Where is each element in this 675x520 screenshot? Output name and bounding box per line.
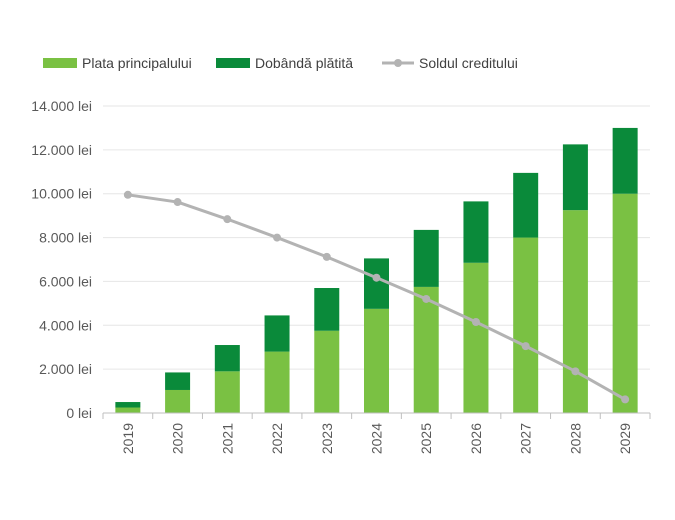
x-tick-label: 2027 — [518, 423, 534, 454]
balance-point-2027 — [521, 342, 530, 351]
x-tick-label: 2024 — [369, 423, 385, 454]
balance-point-2024 — [372, 273, 381, 282]
x-tick-label: 2028 — [567, 423, 583, 454]
y-tick-label: 6.000 lei — [39, 273, 92, 289]
balance-point-2026 — [471, 317, 480, 326]
bar-principal-2020 — [165, 389, 191, 413]
balance-point-2023 — [322, 252, 331, 261]
bar-interest-2028 — [562, 144, 588, 211]
balance-point-2019 — [123, 190, 132, 199]
legend-label-balance: Soldul creditului — [419, 55, 518, 71]
legend-label-interest: Dobândă plătită — [255, 55, 353, 71]
legend-swatch-interest — [216, 58, 250, 68]
y-tick-label: 0 lei — [66, 405, 92, 421]
balance-point-2021 — [223, 215, 232, 224]
y-axis-ticks: 0 lei 2.000 lei 4.000 lei 6.000 lei 8.000 le… — [31, 98, 92, 421]
bar-interest-2023 — [314, 288, 340, 331]
x-tick-label: 2021 — [219, 423, 235, 454]
bar-principal-2022 — [264, 351, 290, 413]
bar-interest-2025 — [413, 229, 439, 287]
x-tick-label: 2019 — [120, 423, 136, 454]
bar-principal-2028 — [562, 210, 588, 413]
y-tick-label: 12.000 lei — [31, 142, 92, 158]
bar-principal-2026 — [463, 262, 489, 413]
balance-point-2025 — [422, 294, 431, 303]
bar-principal-2021 — [214, 371, 240, 413]
balance-point-2029 — [621, 395, 630, 404]
bar-interest-2026 — [463, 201, 489, 263]
bar-principal-2024 — [364, 308, 389, 413]
x-tick-label: 2022 — [269, 423, 285, 454]
x-tick-label: 2029 — [617, 423, 633, 454]
y-tick-label: 14.000 lei — [31, 98, 92, 114]
y-tick-label: 8.000 lei — [39, 230, 92, 246]
balance-line — [123, 190, 630, 404]
bars — [115, 127, 638, 413]
x-tick-label: 2020 — [170, 423, 186, 454]
x-tick-label: 2023 — [319, 423, 335, 454]
bar-interest-2024 — [364, 258, 389, 309]
balance-point-2022 — [273, 233, 282, 242]
y-tick-label: 4.000 lei — [39, 317, 92, 333]
x-tick-label: 2025 — [418, 423, 434, 454]
bar-interest-2029 — [612, 127, 638, 194]
bar-principal-2023 — [314, 330, 340, 413]
balance-point-2028 — [571, 367, 580, 376]
bar-interest-2019 — [115, 402, 141, 408]
bar-principal-2027 — [513, 237, 539, 413]
bar-interest-2027 — [513, 172, 539, 238]
bar-interest-2020 — [165, 372, 191, 390]
y-tick-label: 2.000 lei — [39, 361, 92, 377]
bar-principal-2025 — [413, 286, 439, 413]
bar-interest-2021 — [214, 345, 240, 372]
bar-interest-2022 — [264, 315, 290, 352]
legend-marker-balance — [394, 59, 402, 67]
legend-swatch-principal — [43, 58, 77, 68]
x-axis-ticks: 2019 2020 2021 2022 2023 2024 2025 2026 2027 2028… — [120, 423, 633, 454]
balance-point-2020 — [173, 198, 182, 207]
bar-principal-2019 — [115, 407, 141, 413]
bar-principal-2029 — [612, 193, 638, 413]
y-tick-label: 10.000 lei — [31, 186, 92, 202]
legend: Plata principalului Dobândă plătită Soldul… — [43, 55, 518, 71]
x-tick-label: 2026 — [468, 423, 484, 454]
x-axis — [102, 412, 651, 419]
legend-label-principal: Plata principalului — [82, 55, 192, 71]
